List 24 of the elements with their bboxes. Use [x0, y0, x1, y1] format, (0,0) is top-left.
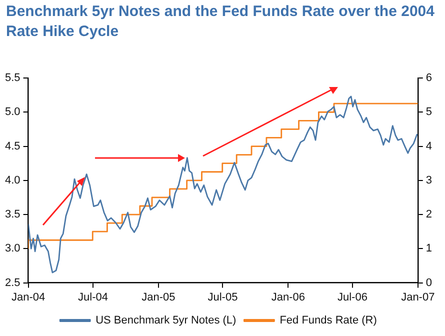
y2-tick-label: 2	[426, 208, 432, 221]
y2-tick-label: 0	[426, 276, 432, 289]
y-tick-label: 4.5	[4, 140, 20, 152]
y2-tick-label: 3	[426, 174, 432, 186]
y-tick-label: 3.5	[4, 208, 20, 221]
legend-label: US Benchmark 5yr Notes (L)	[96, 314, 236, 327]
x-tick-label: Jan-07	[401, 291, 435, 304]
x-tick-label: Jul-04	[78, 291, 108, 304]
y-tick-label: 5.0	[4, 106, 20, 118]
legend-label: Fed Funds Rate (R)	[280, 314, 377, 327]
y-tick-label: 3.0	[4, 242, 20, 255]
y2-tick-label: 6	[426, 72, 432, 84]
chart-title: Benchmark 5yr Notes and the Fed Funds Rate over the 2004 Rate Hike Cycle	[6, 2, 436, 42]
y-tick-label: 5.5	[4, 72, 20, 84]
x-tick-label: Jul-06	[337, 291, 368, 304]
x-tick-label: Jan-05	[142, 291, 176, 304]
x-tick-label: Jan-06	[271, 291, 305, 304]
y2-tick-label: 1	[426, 242, 432, 255]
y2-tick-label: 5	[426, 106, 432, 118]
y-tick-label: 2.5	[4, 276, 20, 289]
x-tick-label: Jul-05	[208, 291, 238, 304]
y-tick-label: 4.0	[4, 174, 20, 186]
y2-tick-label: 4	[426, 140, 432, 152]
x-tick-label: Jan-04	[11, 291, 46, 304]
